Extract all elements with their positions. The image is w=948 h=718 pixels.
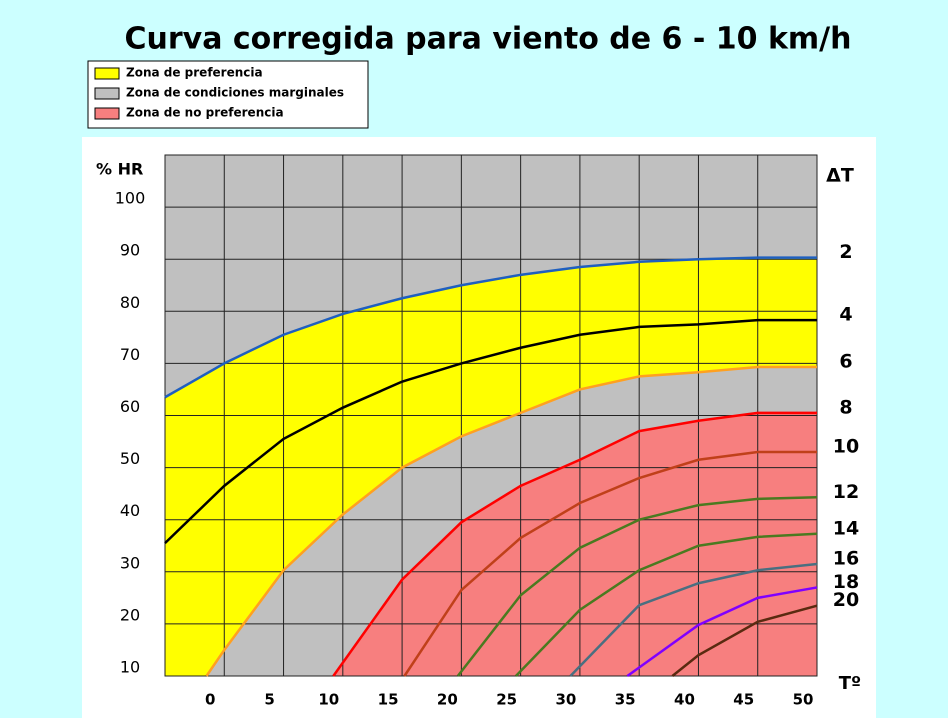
curve (403, 450, 817, 677)
legend-swatch (94, 67, 120, 80)
curve (671, 604, 818, 677)
series-label: 12 (833, 481, 859, 503)
y-tick-label: 100 (115, 189, 146, 208)
y-tick-label: 50 (120, 449, 140, 468)
series-label: 8 (839, 396, 852, 418)
series-axis-label: ΔT (826, 165, 854, 187)
y-tick-label: 90 (120, 241, 140, 260)
curve (164, 318, 817, 545)
y-tick-label: 30 (120, 553, 140, 572)
series-label: 10 (833, 435, 859, 457)
x-tick-label: 0 (205, 691, 215, 709)
chart-title: Curva corregida para viento de 6 - 10 km… (124, 22, 851, 57)
zone-no-preference (333, 412, 817, 676)
curve (456, 496, 818, 677)
x-tick-label: 50 (793, 691, 814, 709)
legend-label: Zona de condiciones marginales (126, 86, 344, 100)
legend-swatch (94, 107, 120, 120)
series-label: 16 (833, 547, 859, 569)
series-label: 18 (833, 571, 859, 593)
x-tick-label: 15 (378, 691, 399, 709)
y-tick-label: 40 (120, 501, 140, 520)
curve (205, 365, 817, 677)
x-tick-label: 10 (318, 691, 339, 709)
curve (569, 562, 818, 677)
x-tick-label: 20 (437, 691, 458, 709)
y-tick-label: 20 (120, 605, 140, 624)
y-tick-label: 80 (120, 293, 140, 312)
series-label: 6 (839, 351, 852, 373)
legend-box (87, 60, 369, 129)
series-label: 20 (833, 589, 859, 611)
x-tick-label: 30 (555, 691, 576, 709)
y-axis-label: % HR (96, 160, 143, 179)
curve (332, 411, 817, 677)
series-label: 2 (839, 241, 852, 263)
y-tick-label: 70 (120, 345, 140, 364)
legend-label: Zona de no preferencia (126, 106, 284, 120)
curve (164, 256, 817, 399)
series-label: 4 (839, 304, 852, 326)
x-tick-label: 5 (264, 691, 274, 709)
x-axis-label: Tº (839, 673, 861, 694)
y-tick-label: 60 (120, 397, 140, 416)
x-tick-label: 35 (615, 691, 636, 709)
series-label: 14 (833, 517, 859, 539)
x-tick-label: 40 (674, 691, 695, 709)
zone-preference (165, 257, 817, 676)
legend-label: Zona de preferencia (126, 66, 263, 80)
legend-swatch (94, 87, 120, 100)
plot-frame (164, 154, 818, 677)
x-tick-label: 45 (733, 691, 754, 709)
curve (514, 532, 818, 677)
x-tick-label: 25 (496, 691, 517, 709)
curve (626, 586, 818, 678)
y-tick-label: 10 (120, 658, 140, 677)
